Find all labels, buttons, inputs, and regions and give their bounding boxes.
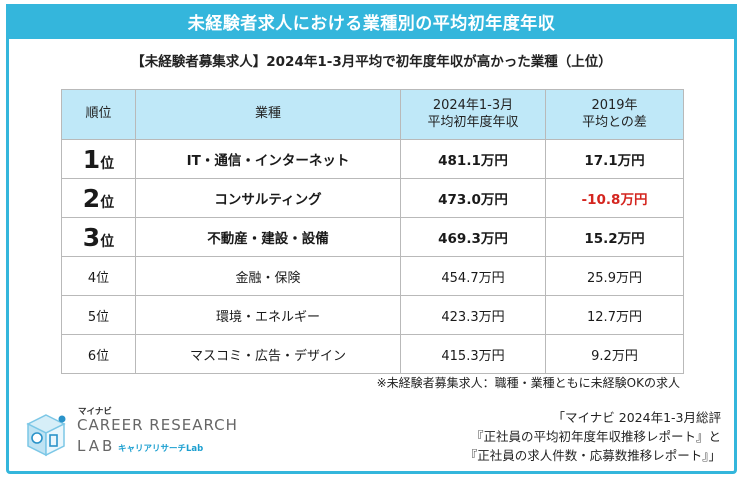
salary-cell: 415.3万円 <box>400 334 546 374</box>
source-line: 『正社員の平均初年度年収推移レポート』と <box>470 429 721 444</box>
banner-title: 未経験者求人における業種別の平均初年度年収 <box>6 4 737 39</box>
logo-brand-text: マイナビ <box>78 407 112 417</box>
table-row: 2位 コンサルティング 473.0万円 -10.8万円 <box>61 178 684 218</box>
rank-cell: 3位 <box>61 217 136 257</box>
header-diff-line1: 2019年 <box>591 98 638 114</box>
rank-suffix: 位 <box>100 233 115 250</box>
salary-cell: 469.3万円 <box>400 217 546 257</box>
rank-cell: 2位 <box>61 178 136 218</box>
table-row: 5位 環境・エネルギー 423.3万円 12.7万円 <box>61 295 684 335</box>
rank-number: 2 <box>82 183 101 213</box>
header-industry: 業種 <box>135 89 401 140</box>
diff-cell: 15.2万円 <box>545 217 684 257</box>
industry-cell: 金融・保険 <box>135 256 401 296</box>
source-line: 『正社員の求人件数・応募数推移レポート』」 <box>464 448 721 463</box>
rank-cell: 4位 <box>61 256 136 296</box>
cube-icon <box>26 414 66 457</box>
diff-cell: 12.7万円 <box>545 295 684 335</box>
salary-cell: 481.1万円 <box>400 139 546 179</box>
header-salary-line1: 2024年1-3月 <box>432 98 514 114</box>
header-salary-line2: 平均初年度年収 <box>427 114 519 130</box>
logo-line1: CAREER RESEARCH <box>77 416 238 434</box>
diff-cell: 9.2万円 <box>545 334 684 374</box>
industry-cell: 不動産・建設・設備 <box>135 217 401 257</box>
rank-cell: 1位 <box>61 139 136 179</box>
logo-kana: キャリアリサーチLab <box>118 444 204 454</box>
ranking-table: 順位 業種 2024年1-3月 平均初年度年収 2019年 平均との差 1位 I… <box>61 89 684 374</box>
industry-cell: 環境・エネルギー <box>135 295 401 335</box>
industry-cell: マスコミ・広告・デザイン <box>135 334 401 374</box>
industry-cell: IT・通信・インターネット <box>135 139 401 179</box>
table-row: 6位 マスコミ・広告・デザイン 415.3万円 9.2万円 <box>61 334 684 374</box>
table-row: 3位 不動産・建設・設備 469.3万円 15.2万円 <box>61 217 684 257</box>
rank-number: 3 <box>82 222 101 252</box>
logo-line2: LAB <box>77 437 116 455</box>
salary-cell: 423.3万円 <box>400 295 546 335</box>
career-research-lab-logo: マイナビ CAREER RESEARCH LAB キャリアリサーチLab <box>22 405 252 465</box>
footnote: ※未経験者募集求人：職種・業種ともに未経験OKの求人 <box>376 376 680 390</box>
source-line: 「マイナビ 2024年1-3月総評 <box>552 410 721 425</box>
header-diff-line2: 平均との差 <box>582 114 647 130</box>
salary-cell: 454.7万円 <box>400 256 546 296</box>
industry-cell: コンサルティング <box>135 178 401 218</box>
salary-cell: 473.0万円 <box>400 178 546 218</box>
header-rank: 順位 <box>61 89 136 140</box>
header-salary: 2024年1-3月 平均初年度年収 <box>400 89 546 140</box>
rank-cell: 6位 <box>61 334 136 374</box>
diff-cell: 17.1万円 <box>545 139 684 179</box>
table-subtitle: 【未経験者募集求人】2024年1-3月平均で初年度年収が高かった業種（上位） <box>131 54 612 70</box>
rank-number: 1 <box>82 144 101 174</box>
table-row: 1位 IT・通信・インターネット 481.1万円 17.1万円 <box>61 139 684 179</box>
diff-cell-negative: -10.8万円 <box>545 178 684 218</box>
rank-suffix: 位 <box>100 194 115 211</box>
rank-cell: 5位 <box>61 295 136 335</box>
diff-cell: 25.9万円 <box>545 256 684 296</box>
table-row: 4位 金融・保険 454.7万円 25.9万円 <box>61 256 684 296</box>
table-header-row: 順位 業種 2024年1-3月 平均初年度年収 2019年 平均との差 <box>61 89 684 140</box>
rank-suffix: 位 <box>100 155 115 172</box>
source-citation: 「マイナビ 2024年1-3月総評 『正社員の平均初年度年収推移レポート』と 『… <box>465 408 721 465</box>
header-diff: 2019年 平均との差 <box>545 89 684 140</box>
